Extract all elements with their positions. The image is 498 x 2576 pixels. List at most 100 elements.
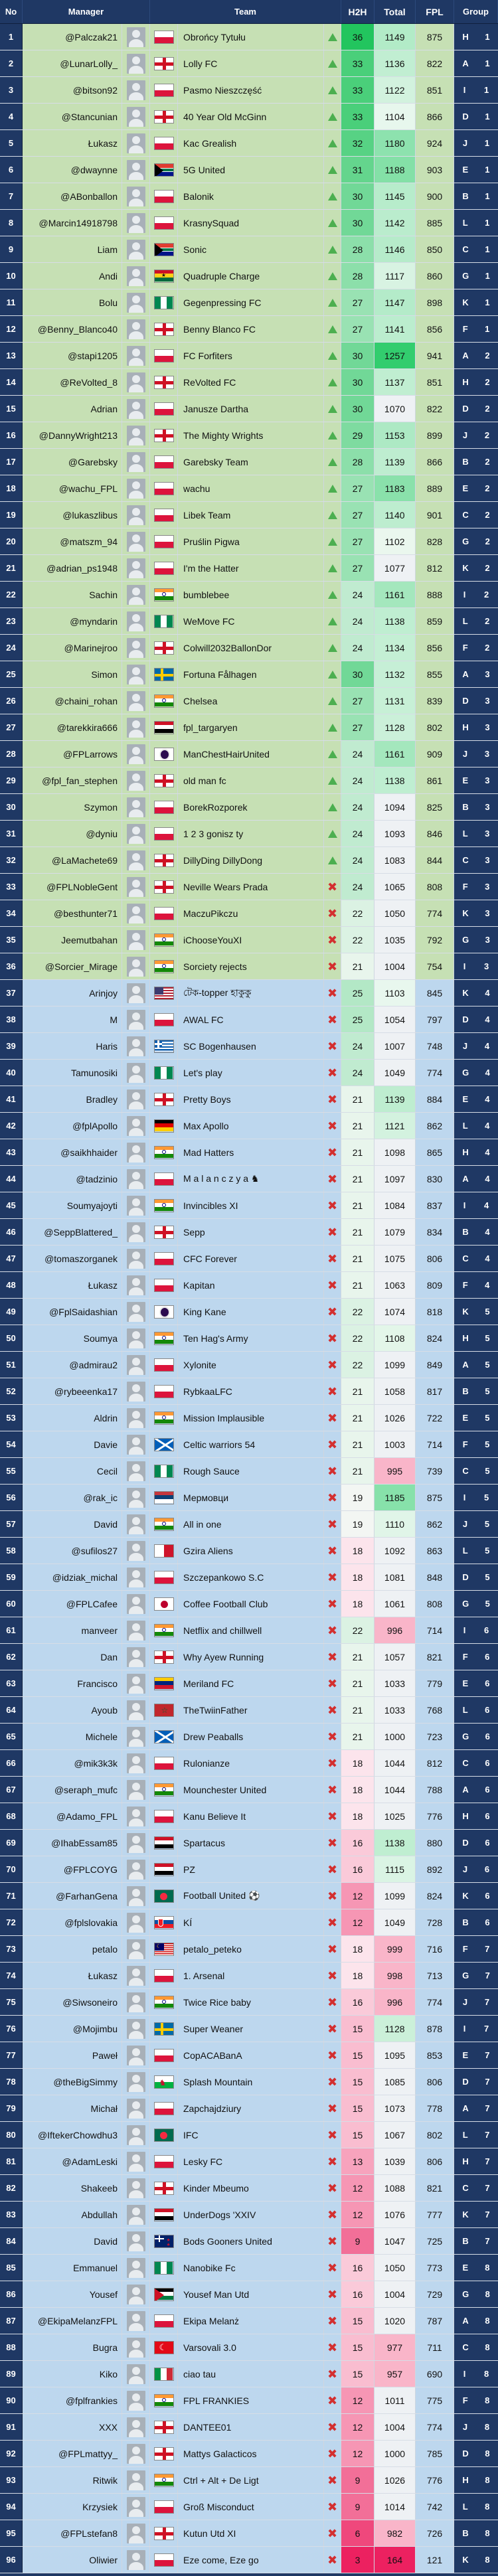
team-name: Kapitan [178, 1272, 324, 1298]
england-flag-icon [153, 56, 174, 70]
team-name: TheTwiinFather [178, 1697, 324, 1723]
scotland-flag-icon [153, 1730, 174, 1743]
fpl-points: 806 [416, 1246, 454, 1271]
manager-name: Michał [23, 2095, 122, 2121]
h2h-points: 15 [341, 2361, 374, 2387]
rank-number: 79 [0, 2095, 23, 2121]
avatar-icon [126, 770, 145, 791]
venezuela-flag-icon [153, 1676, 174, 1690]
group-position: 4 [485, 1094, 490, 1104]
header-h2h: H2H [341, 0, 374, 23]
avatar-icon [126, 2231, 145, 2251]
rank-number: 41 [0, 1086, 23, 1112]
group-position: 3 [485, 908, 490, 918]
england-flag-icon [153, 880, 174, 894]
manager-name: Łukasz [23, 1963, 122, 1988]
team-name: Gzira Aliens [178, 1538, 324, 1564]
fpl-points: 774 [416, 900, 454, 926]
manager-name: @bitson92 [23, 77, 122, 103]
h2h-points: 22 [341, 900, 374, 926]
table-row: 9 Liam Sonic 28 1146 850 C 1 [0, 236, 498, 263]
eliminated-cross-icon: ✖ [327, 2393, 338, 2407]
h2h-points: 28 [341, 449, 374, 475]
h2h-points: 18 [341, 1750, 374, 1776]
h2h-points: 21 [341, 1272, 374, 1298]
eliminated-cross-icon: ✖ [327, 2473, 338, 2487]
team-name: Benny Blanco FC [178, 316, 324, 342]
table-row: 79 Michał Zapchajdziury ✖ 15 1073 778 A 7 [0, 2095, 498, 2122]
table-row: 93 Ritwik Ctrl + Alt + De Ligt ✖ 9 1026 776 H 8 [0, 2467, 498, 2494]
avatar-icon [126, 584, 145, 605]
table-row: 81 @AdamLeski Lesky FC ✖ 13 1039 806 H 7 [0, 2148, 498, 2175]
team-name: Szczepankowo S.C [178, 1564, 324, 1590]
fpl-points: 716 [416, 1936, 454, 1962]
table-header: No Manager Team H2H Total FPL Group [0, 0, 498, 24]
total-points: 1011 [374, 2387, 416, 2413]
table-row: 73 petalo ☾ petalo_peteko ✖ 18 999 716 F 7 [0, 1936, 498, 1963]
avatar-icon [126, 717, 145, 738]
rank-number: 67 [0, 1777, 23, 1803]
group-letter: A [462, 1785, 469, 1795]
team-name: Nanobike Fc [178, 2255, 324, 2281]
table-row: 30 Szymon BorekRozporek 24 1094 825 B 3 [0, 794, 498, 821]
table-row: 22 Sachin bumblebee 24 1161 888 I 2 [0, 582, 498, 608]
england-flag-icon [153, 2420, 174, 2434]
fpl-points: 821 [416, 1644, 454, 1670]
group-position: 5 [485, 1546, 490, 1556]
manager-name: @matszm_94 [23, 528, 122, 554]
table-row: 39 Haris SC Bogenhausen ✖ 24 1007 748 J 4 [0, 1033, 498, 1060]
manager-name: @Palczak21 [23, 24, 122, 50]
manager-name: Szymon [23, 794, 122, 820]
fpl-points: 714 [416, 1617, 454, 1643]
h2h-points: 18 [341, 1936, 374, 1962]
qualified-arrow-icon [327, 112, 337, 121]
rank-number: 92 [0, 2441, 23, 2466]
eliminated-cross-icon: ✖ [327, 1278, 338, 1292]
avatar-icon [126, 797, 145, 817]
team-name: ManChestHairUnited [178, 741, 324, 767]
h2h-points: 16 [341, 1989, 374, 2015]
group-position: 6 [485, 1652, 490, 1662]
manager-name: @wachu_FPL [23, 475, 122, 501]
h2h-points: 22 [341, 1352, 374, 1378]
rank-number: 62 [0, 1644, 23, 1670]
group-letter: L [462, 2130, 468, 2140]
qualified-arrow-icon [327, 33, 337, 41]
total-points: 1044 [374, 1777, 416, 1803]
h2h-points: 16 [341, 2255, 374, 2281]
malta-flag-icon [153, 1544, 174, 1558]
table-row: 11 Bolu Gegenpressing FC 27 1147 898 K 1 [0, 289, 498, 316]
team-name: Balonik [178, 183, 324, 209]
rank-number: 82 [0, 2175, 23, 2201]
h2h-points: 29 [341, 422, 374, 448]
group-letter: G [462, 1068, 469, 1078]
poland-flag-icon [153, 1358, 174, 1372]
h2h-points: 21 [341, 1431, 374, 1457]
manager-name: @Stancunian [23, 104, 122, 129]
eliminated-cross-icon: ✖ [327, 986, 338, 1000]
total-points: 1098 [374, 1139, 416, 1165]
team-name: Mounchester United [178, 1777, 324, 1803]
total-points: 996 [374, 1989, 416, 2015]
group-letter: F [462, 1280, 468, 1290]
fpl-points: 828 [416, 528, 454, 554]
group-position: 4 [484, 1041, 490, 1051]
avatar-icon [126, 186, 145, 206]
table-row: 65 Michele Drew Peaballs ✖ 21 1000 723 G 6 [0, 1724, 498, 1750]
table-row: 2 @LunarLolly_ Lolly FC 33 1136 822 A 1 [0, 50, 498, 77]
manager-name: @tarekkira666 [23, 714, 122, 740]
total-points: 1047 [374, 2228, 416, 2254]
eliminated-cross-icon: ✖ [327, 1437, 338, 1451]
group-position: 6 [485, 1838, 490, 1848]
group-letter: C [462, 2183, 469, 2193]
group-letter: C [462, 2342, 469, 2352]
group-position: 6 [485, 1811, 490, 1821]
